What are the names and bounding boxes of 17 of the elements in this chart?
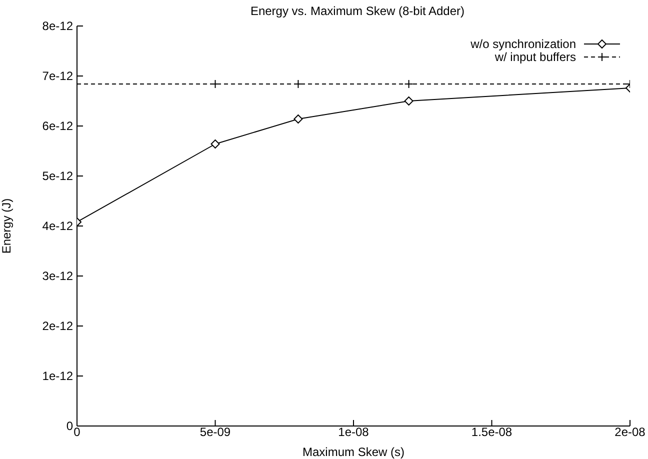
y-tick-label: 7e-12 [42,69,74,83]
x-tick-label: 2e-08 [614,425,646,439]
y-tick-label: 5e-12 [42,169,74,183]
y-axis-title: Energy (J) [0,198,14,254]
x-tick-label: 5e-09 [200,425,231,439]
y-tick-label: 6e-12 [42,119,74,133]
y-tick-label: 2e-12 [42,319,74,333]
y-tick-label: 3e-12 [42,269,74,283]
y-tick-label: 8e-12 [42,19,74,33]
chart-title: Energy vs. Maximum Skew (8-bit Adder) [249,4,466,18]
x-tick-label: 1e-08 [338,425,370,439]
y-tick-label: 1e-12 [42,369,74,383]
x-axis-title: Maximum Skew (s) [301,445,406,459]
x-tick-label: 1.5e-08 [471,425,512,439]
y-tick-label: 4e-12 [42,219,74,233]
legend-label: w/o synchronization [470,36,576,50]
legend-label: w/ input buffers [494,50,576,64]
